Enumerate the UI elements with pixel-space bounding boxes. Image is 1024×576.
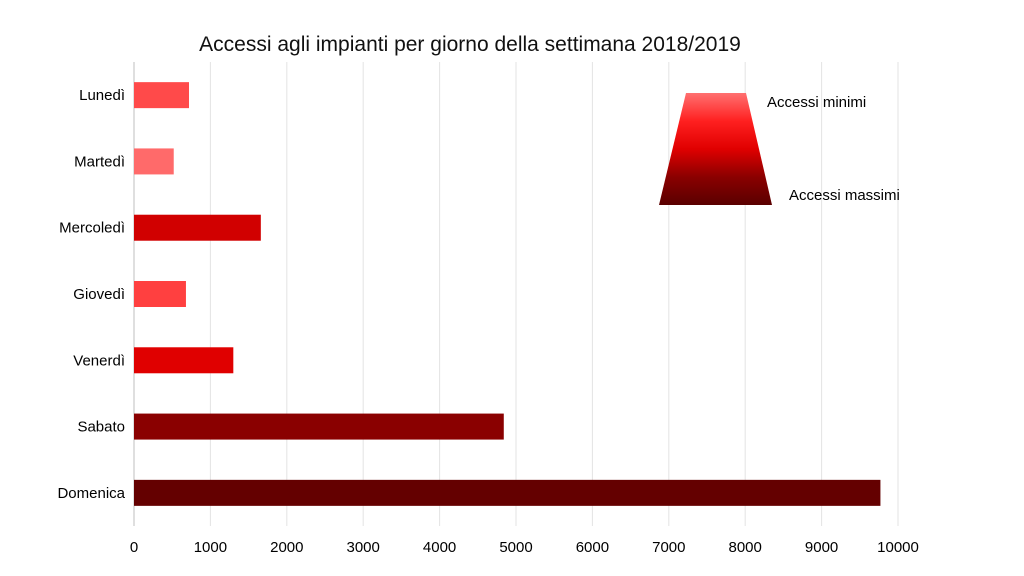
category-labels: Lunedì Martedì Mercoledì Giovedì Venerdì Saba… xyxy=(57,87,125,502)
x-tick-label: 1000 xyxy=(194,539,227,556)
x-tick-label: 7000 xyxy=(652,539,685,556)
bar xyxy=(134,479,881,506)
x-tick-label: 8000 xyxy=(729,539,762,556)
x-tick-label: 6000 xyxy=(576,539,609,556)
gridlines xyxy=(133,62,899,526)
x-tick-label: 5000 xyxy=(499,539,532,556)
bar xyxy=(134,214,261,241)
legend: Accessi minimi Accessi massimi xyxy=(659,93,900,205)
legend-min-label: Accessi minimi xyxy=(767,94,866,111)
chart-title: Accessi agli impianti per giorno della s… xyxy=(199,33,741,56)
x-tick-label: 2000 xyxy=(270,539,303,556)
legend-max-label: Accessi massimi xyxy=(789,187,900,204)
category-label: Venerdì xyxy=(73,352,125,369)
bars xyxy=(134,82,881,506)
category-label: Domenica xyxy=(57,485,125,502)
bar xyxy=(134,413,504,440)
x-tick-label: 0 xyxy=(130,539,138,556)
x-tick-label: 9000 xyxy=(805,539,838,556)
category-label: Lunedì xyxy=(79,87,125,104)
legend-gradient-swatch xyxy=(659,93,772,205)
category-label: Sabato xyxy=(77,419,125,436)
bar xyxy=(134,148,174,175)
category-label: Giovedì xyxy=(73,286,125,303)
category-label: Martedì xyxy=(74,153,125,170)
category-label: Mercoledì xyxy=(59,220,125,237)
bar xyxy=(134,82,190,109)
x-tick-label: 3000 xyxy=(347,539,380,556)
bar xyxy=(134,347,234,374)
x-tick-label: 10000 xyxy=(877,539,919,556)
x-tick-labels: 0 1000 2000 3000 4000 5000 6000 7000 8000 9000 100… xyxy=(130,539,919,556)
x-tick-label: 4000 xyxy=(423,539,456,556)
bar xyxy=(134,281,186,307)
